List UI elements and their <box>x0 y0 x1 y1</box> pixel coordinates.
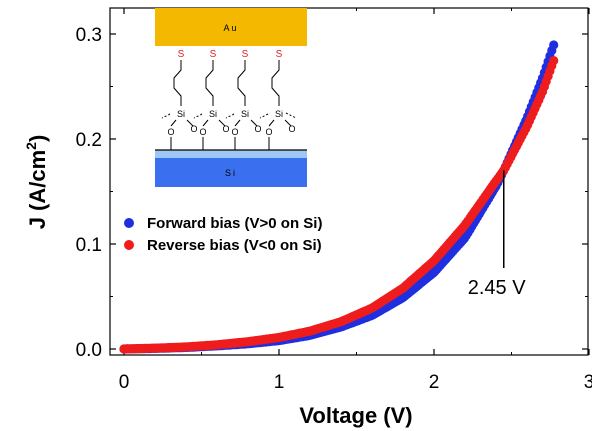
oxygen-atom: O <box>231 127 238 137</box>
silicon-oxygen-bond <box>218 119 226 127</box>
series-layer <box>119 40 559 354</box>
axis-ticks: 0 1 2 3 0.0 0.1 0.2 0.3 <box>76 8 592 393</box>
oxygen-atom: O <box>199 127 206 137</box>
siloxane-bond <box>161 113 171 119</box>
legend-marker-forward <box>124 218 134 228</box>
oxygen-atom: O <box>190 124 197 134</box>
legend-marker-reverse <box>124 240 134 250</box>
siloxane-bond <box>193 113 203 119</box>
y-axis-title-main: J (A/cm <box>25 150 50 229</box>
silicon-atom: Si <box>177 109 185 119</box>
silicon-oxygen-bond <box>234 119 241 127</box>
siloxane-bond <box>259 113 269 119</box>
y-axis-title-sup: 2 <box>23 142 39 150</box>
series-reverse <box>119 56 559 354</box>
silicon-atom: Si <box>241 109 249 119</box>
siloxane-bond <box>285 112 297 119</box>
silicon-oxygen-bond <box>284 119 292 127</box>
sulfur-atom: S <box>210 49 217 60</box>
silicon-oxygen-bond <box>268 119 275 127</box>
y-tick-label: 0.2 <box>76 130 102 151</box>
silicon-oxygen-bond <box>250 119 258 127</box>
oxide-layer <box>155 150 307 158</box>
alkyl-chain <box>205 60 214 106</box>
silicon-substrate <box>155 158 307 187</box>
oxygen-atom: O <box>254 124 261 134</box>
siloxane-bond <box>225 113 235 119</box>
silicon-label: Si <box>225 168 237 178</box>
sulfur-atom: S <box>276 49 283 60</box>
oxygen-atom: O <box>167 127 174 137</box>
data-point <box>549 56 559 66</box>
silicon-atom: Si <box>275 109 283 119</box>
x-axis-title: Voltage (V) <box>299 403 412 428</box>
silicon-oxygen-bond <box>170 119 177 127</box>
series-forward <box>119 40 559 354</box>
silicon-oxygen-bond <box>186 119 194 127</box>
plot-area <box>109 7 589 356</box>
alkyl-chain <box>271 60 280 106</box>
legend: Forward bias (V>0 on Si) Reverse bias (V… <box>124 215 322 254</box>
gold-electrode <box>155 8 307 46</box>
oxygen-atom: O <box>288 124 295 134</box>
gold-label: Au <box>223 23 238 33</box>
y-axis-title-tail: ) <box>25 135 50 142</box>
x-tick-label: 2 <box>429 372 440 393</box>
crossover-annotation: 2.45 V <box>468 170 526 299</box>
y-tick-label: 0.0 <box>76 340 102 361</box>
plot-frame <box>109 7 589 356</box>
annotation-label: 2.45 V <box>468 277 526 299</box>
x-tick-label: 3 <box>584 372 592 393</box>
alkyl-chain <box>237 60 246 106</box>
x-tick-label: 0 <box>119 372 130 393</box>
sulfur-atom: S <box>178 49 185 60</box>
alkyl-chain <box>173 60 182 106</box>
silicon-oxygen-bond <box>202 119 209 127</box>
data-point <box>549 40 559 50</box>
x-tick-label: 1 <box>274 372 285 393</box>
legend-label-forward: Forward bias (V>0 on Si) <box>147 215 322 232</box>
silicon-atom: Si <box>209 109 217 119</box>
oxygen-atom: O <box>265 127 272 137</box>
y-tick-label: 0.3 <box>76 25 102 46</box>
legend-label-reverse: Reverse bias (V<0 on Si) <box>147 237 322 254</box>
y-axis-title: J (A/cm2) <box>23 135 50 230</box>
y-tick-label: 0.1 <box>76 235 102 256</box>
sulfur-atom: S <box>242 49 249 60</box>
oxygen-atom: O <box>222 124 229 134</box>
